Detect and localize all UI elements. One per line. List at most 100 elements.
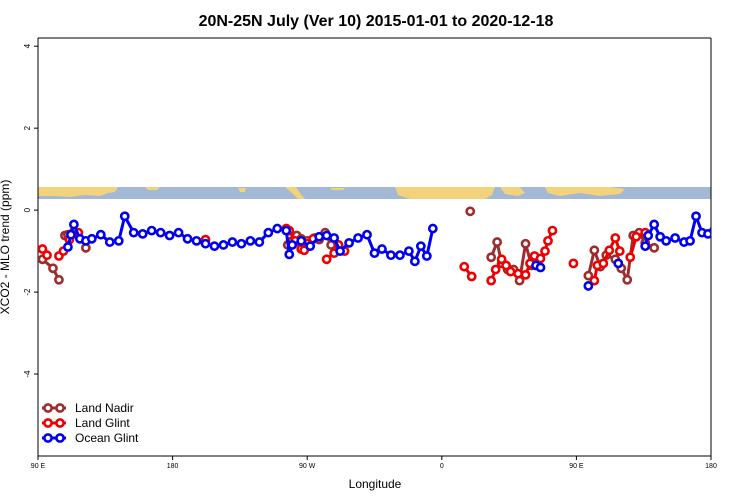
ocean-glint-point bbox=[104, 237, 115, 247]
land-nadir-point bbox=[622, 274, 633, 285]
legend-item-ocean-glint: Ocean Glint bbox=[42, 431, 139, 445]
ocean-glint-point bbox=[395, 250, 405, 261]
ocean-glint-point bbox=[284, 249, 295, 260]
legend-swatch-marker bbox=[55, 433, 65, 443]
map-land-asia bbox=[38, 187, 118, 197]
legend-label: Ocean Glint bbox=[75, 431, 139, 445]
ocean-glint-point bbox=[403, 246, 414, 256]
ocean-glint-point bbox=[640, 241, 651, 252]
ocean-glint-point bbox=[386, 250, 396, 261]
land-glint-point bbox=[535, 253, 546, 264]
land-glint-point bbox=[543, 235, 553, 246]
land-nadir-point bbox=[649, 242, 660, 253]
land-glint-point bbox=[631, 231, 642, 242]
ocean-glint-point bbox=[66, 229, 76, 240]
ocean-glint-point bbox=[218, 240, 229, 250]
ocean-glint-point bbox=[182, 233, 193, 244]
x-tick-label: 90 E bbox=[31, 463, 46, 470]
land-glint-point bbox=[42, 250, 52, 261]
ocean-glint-point bbox=[191, 235, 202, 246]
ocean-glint-point bbox=[95, 229, 106, 240]
ocean-glint-point bbox=[263, 227, 274, 238]
land-nadir-point bbox=[520, 238, 531, 249]
ocean-glint-point bbox=[670, 233, 681, 243]
land-glint-point bbox=[459, 261, 470, 272]
legend-swatch-marker bbox=[43, 418, 53, 428]
land-glint-point bbox=[490, 264, 501, 275]
ocean-glint-point bbox=[353, 233, 363, 243]
legend-swatch-marker bbox=[43, 403, 53, 413]
map-strip bbox=[38, 187, 711, 199]
legend-label: Land Glint bbox=[75, 416, 130, 430]
legend-swatch-marker bbox=[55, 418, 65, 428]
land-glint-point bbox=[513, 268, 523, 279]
ocean-glint-point bbox=[369, 248, 380, 259]
ocean-glint-point bbox=[613, 258, 624, 269]
ocean-glint-point bbox=[709, 226, 711, 235]
ocean-glint-point bbox=[113, 235, 124, 246]
map-land-mexico bbox=[285, 187, 305, 199]
ocean-glint-point bbox=[272, 223, 283, 234]
land-glint-point bbox=[598, 258, 609, 269]
land-glint-point bbox=[610, 233, 621, 243]
land-glint-point bbox=[486, 275, 497, 286]
series-layer bbox=[38, 206, 735, 291]
ocean-glint-point bbox=[281, 225, 292, 236]
land-glint-point bbox=[604, 245, 615, 256]
ocean-glint-point bbox=[173, 227, 184, 238]
land-glint-point bbox=[520, 269, 531, 280]
ocean-glint-point bbox=[728, 229, 735, 236]
ocean-glint-point bbox=[245, 235, 256, 246]
legend-item-land-glint: Land Glint bbox=[42, 416, 130, 430]
land-glint-point bbox=[321, 254, 332, 265]
land-glint-point bbox=[614, 246, 625, 256]
ocean-glint-point bbox=[427, 223, 438, 234]
legend-label: Land Nadir bbox=[75, 401, 134, 415]
y-tick-label: 2 bbox=[23, 125, 32, 130]
land-nadir-point bbox=[48, 263, 58, 274]
legend-swatch-marker bbox=[43, 433, 53, 443]
map-land-cuba bbox=[330, 188, 345, 190]
map-land-arabia bbox=[500, 187, 525, 196]
ocean-glint-point bbox=[200, 238, 211, 249]
land-glint-point bbox=[496, 254, 507, 265]
land-nadir-point bbox=[589, 245, 600, 256]
x-tick-label: 180 bbox=[167, 463, 179, 470]
land-glint-point bbox=[540, 246, 550, 256]
ocean-glint-point bbox=[164, 230, 175, 241]
ocean-glint-point bbox=[236, 238, 247, 249]
ocean-glint-point bbox=[305, 241, 316, 252]
land-glint-point bbox=[547, 225, 558, 236]
ocean-glint-point bbox=[68, 219, 79, 230]
ocean-glint-point bbox=[329, 233, 340, 243]
ocean-glint-point bbox=[137, 228, 148, 239]
chart-title: 20N-25N July (Ver 10) 2015-01-01 to 2020… bbox=[199, 13, 554, 30]
land-glint-point bbox=[568, 258, 579, 269]
land-nadir-point bbox=[583, 270, 594, 281]
ocean-glint-point bbox=[119, 211, 130, 222]
map-land-india bbox=[545, 187, 625, 196]
land-nadir-point bbox=[486, 252, 497, 263]
x-ticks: 90 E 180 90 W 0 90 E 180 bbox=[31, 456, 717, 470]
ocean-glint-point bbox=[421, 251, 432, 261]
ocean-glint-point bbox=[661, 235, 672, 246]
land-glint-point bbox=[505, 266, 516, 277]
y-tick-label: -2 bbox=[23, 288, 32, 296]
ocean-glint-point bbox=[415, 241, 426, 252]
map-ocean bbox=[38, 187, 711, 199]
map-land-hawaii bbox=[238, 188, 246, 192]
ocean-glint-point bbox=[296, 235, 307, 246]
ocean-glint-point bbox=[287, 240, 298, 250]
ocean-glint-point bbox=[86, 233, 97, 244]
ocean-glint-point bbox=[583, 281, 594, 291]
x-tick-label: 90 E bbox=[569, 463, 584, 470]
ocean-glint-point bbox=[209, 241, 220, 252]
land-nadir-point bbox=[492, 237, 503, 247]
series-ocean-glint bbox=[63, 211, 735, 291]
ocean-glint-point bbox=[335, 246, 346, 256]
ocean-glint-point bbox=[691, 211, 701, 222]
plot-frame bbox=[37, 37, 712, 457]
land-glint-point bbox=[38, 244, 48, 254]
x-tick-label: 180 bbox=[705, 463, 717, 470]
